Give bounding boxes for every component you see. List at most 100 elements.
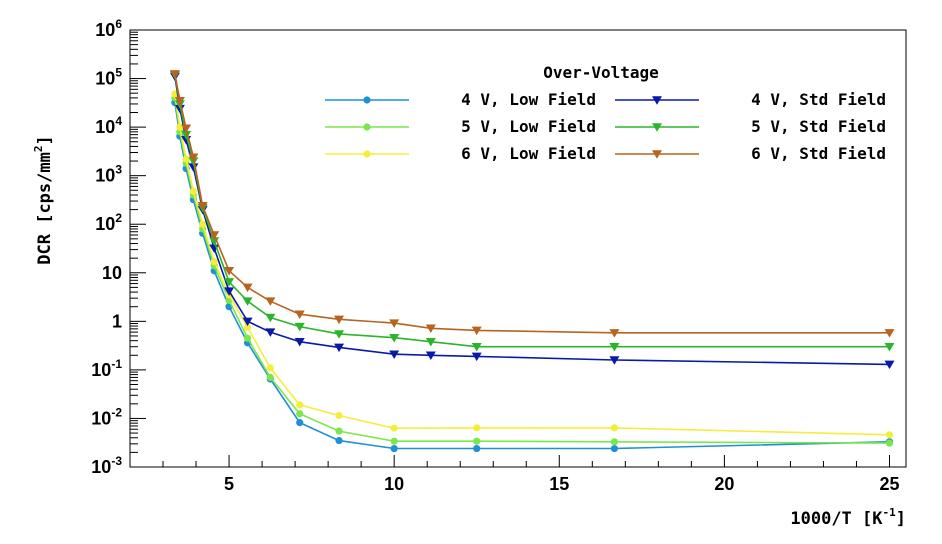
data-point bbox=[242, 297, 253, 306]
series-1 bbox=[171, 98, 894, 453]
y-tick-label: 106 bbox=[95, 17, 122, 40]
data-point bbox=[471, 352, 482, 362]
legend-marker bbox=[652, 96, 662, 105]
legend-marker bbox=[652, 150, 662, 159]
legend-entry: 4 V, Std Field bbox=[615, 90, 886, 109]
data-point bbox=[296, 419, 304, 427]
legend: Over-Voltage 4 V, Low Field 5 V, Low Fiel… bbox=[325, 63, 886, 163]
legend-title: Over-Voltage bbox=[543, 63, 659, 82]
y-axis: 10-3 10-2 10-1 1 10 102 103 104 105 106 bbox=[91, 17, 146, 477]
data-point bbox=[243, 323, 252, 331]
y-tick-label: 104 bbox=[95, 114, 122, 137]
legend-entry: 5 V, Low Field bbox=[325, 117, 596, 136]
data-point bbox=[390, 437, 398, 445]
data-point bbox=[266, 373, 274, 382]
data-point bbox=[224, 267, 235, 276]
data-point bbox=[296, 410, 304, 418]
data-point bbox=[609, 329, 620, 338]
data-point bbox=[885, 439, 894, 447]
series-line bbox=[174, 73, 890, 334]
data-point bbox=[884, 329, 895, 338]
legend-label: 4 V, Low Field bbox=[461, 90, 596, 109]
legend-label: 6 V, Std Field bbox=[751, 144, 886, 163]
series-layer bbox=[169, 70, 895, 453]
data-point bbox=[243, 334, 252, 342]
y-axis-title: DCR [cps/mm2] bbox=[32, 135, 55, 264]
data-point bbox=[188, 163, 199, 172]
data-point bbox=[265, 297, 276, 306]
data-point bbox=[334, 330, 345, 339]
series-line bbox=[174, 74, 890, 348]
data-point bbox=[884, 360, 895, 370]
data-point bbox=[224, 287, 235, 296]
legend-label: 4 V, Std Field bbox=[751, 90, 886, 109]
data-point bbox=[174, 104, 185, 114]
series-6 bbox=[169, 70, 895, 338]
data-point bbox=[174, 96, 185, 106]
data-point bbox=[242, 317, 253, 327]
data-point bbox=[389, 350, 400, 359]
legend-marker bbox=[652, 123, 662, 132]
data-point bbox=[473, 424, 481, 432]
legend-marker bbox=[363, 123, 371, 131]
series-line bbox=[174, 76, 890, 366]
x-axis-title: 1000/T [K-1] bbox=[790, 506, 906, 529]
data-point bbox=[169, 70, 180, 79]
data-point bbox=[296, 401, 304, 409]
data-point bbox=[425, 351, 436, 361]
data-point bbox=[294, 322, 305, 332]
data-point bbox=[390, 424, 398, 432]
legend-marker bbox=[363, 96, 371, 104]
data-point bbox=[610, 424, 619, 432]
x-tick-label: 5 bbox=[224, 474, 234, 494]
data-point bbox=[473, 444, 481, 453]
data-point bbox=[265, 313, 276, 323]
data-point bbox=[885, 431, 894, 439]
y-tick-label: 10 bbox=[102, 263, 122, 283]
y-tick-label: 10-2 bbox=[91, 405, 122, 428]
data-point bbox=[335, 436, 343, 445]
data-point bbox=[610, 438, 619, 446]
data-point bbox=[181, 124, 192, 133]
data-point bbox=[265, 328, 276, 337]
x-tick-label: 10 bbox=[384, 474, 404, 494]
data-point bbox=[188, 153, 199, 162]
data-point bbox=[425, 324, 436, 334]
data-point bbox=[610, 444, 619, 453]
data-point bbox=[209, 231, 220, 240]
legend-marker bbox=[363, 150, 371, 158]
x-tick-label: 15 bbox=[549, 474, 569, 494]
data-point bbox=[242, 283, 253, 293]
data-point bbox=[197, 202, 208, 211]
data-point bbox=[609, 342, 620, 352]
data-point bbox=[335, 411, 343, 420]
legend-entry: 6 V, Std Field bbox=[615, 144, 886, 163]
series-4 bbox=[169, 72, 895, 370]
data-point bbox=[182, 155, 190, 163]
data-point bbox=[471, 342, 482, 352]
data-point bbox=[335, 427, 343, 435]
y-tick-label: 1 bbox=[112, 311, 122, 331]
data-point bbox=[181, 130, 192, 140]
data-point bbox=[609, 356, 620, 365]
data-point bbox=[199, 220, 207, 228]
data-point bbox=[294, 337, 305, 347]
data-point bbox=[473, 437, 481, 445]
y-tick-label: 103 bbox=[95, 163, 122, 186]
data-point bbox=[390, 444, 398, 453]
data-point bbox=[266, 364, 274, 372]
legend-entry: 6 V, Low Field bbox=[325, 144, 596, 163]
series-3 bbox=[171, 90, 894, 439]
data-point bbox=[425, 337, 436, 347]
plot-frame bbox=[129, 29, 907, 468]
data-point bbox=[294, 310, 305, 319]
data-point bbox=[389, 319, 400, 328]
legend-label: 6 V, Low Field bbox=[461, 144, 596, 163]
data-point bbox=[189, 187, 198, 195]
y-tick-label: 102 bbox=[95, 211, 122, 234]
x-tick-label: 20 bbox=[714, 474, 734, 494]
legend-entry: 4 V, Low Field bbox=[325, 90, 596, 109]
legend-entry: 5 V, Std Field bbox=[615, 117, 886, 136]
